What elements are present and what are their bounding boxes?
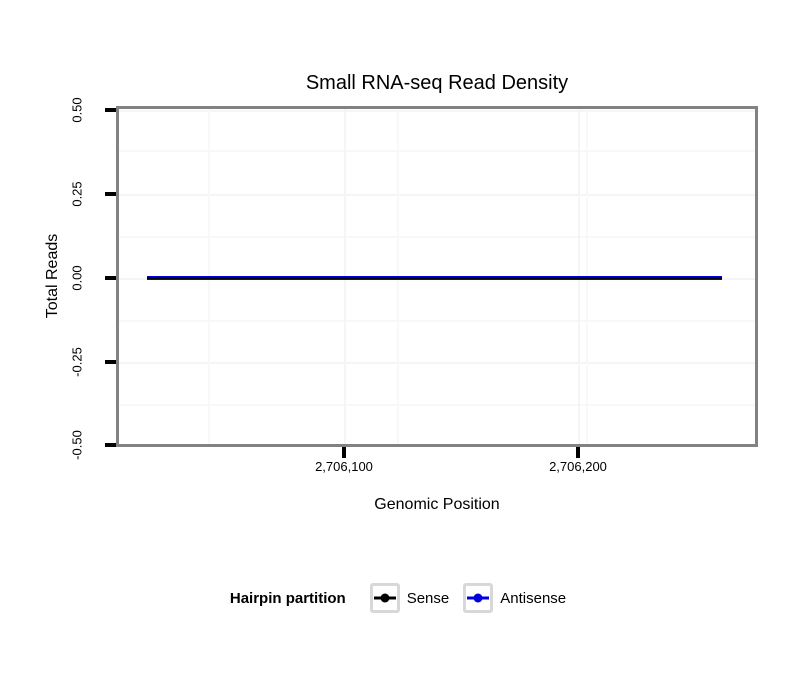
chart-title: Small RNA-seq Read Density	[305, 72, 569, 94]
y-tick-label: 0.25	[69, 181, 85, 207]
y-tick-mark	[105, 360, 116, 364]
gridline-minor-h	[119, 150, 755, 152]
legend-label-sense: Sense	[406, 589, 450, 607]
gridline-major-h	[119, 194, 755, 196]
series-line-sense	[147, 277, 722, 279]
antisense-dot-glyph	[473, 593, 483, 603]
x-tick-label: 2,706,200	[549, 459, 607, 474]
gridline-minor-h	[119, 320, 755, 322]
legend-title: Hairpin partition	[229, 589, 346, 607]
legend-item-antisense: Antisense	[463, 583, 566, 613]
y-tick-mark	[105, 276, 116, 280]
plot-panel	[116, 106, 758, 447]
gridline-major-h	[119, 362, 755, 364]
y-tick-label: -0.50	[69, 430, 85, 460]
legend-item-sense: Sense	[369, 583, 450, 613]
x-tick-mark	[342, 447, 346, 458]
gridline-major-h	[119, 110, 755, 112]
sense-key-icon	[369, 583, 400, 613]
y-tick-label: 0.50	[69, 97, 85, 123]
antisense-key-icon	[463, 583, 494, 613]
y-tick-mark	[105, 443, 116, 447]
legend: Hairpin partition Sense Antisense	[0, 580, 810, 616]
legend-label-antisense: Antisense	[500, 589, 567, 607]
sense-dot-glyph	[380, 593, 390, 603]
gridline-minor-h	[119, 236, 755, 238]
y-tick-label: -0.25	[69, 347, 85, 377]
x-tick-label: 2,706,100	[315, 459, 373, 474]
x-tick-mark	[576, 447, 580, 458]
y-tick-mark	[105, 192, 116, 196]
gridline-minor-h	[119, 404, 755, 406]
y-tick-label: 0.00	[69, 265, 85, 291]
x-axis-title: Genomic Position	[374, 496, 500, 513]
y-tick-mark	[105, 108, 116, 112]
y-axis-title: Total Reads	[44, 233, 61, 319]
